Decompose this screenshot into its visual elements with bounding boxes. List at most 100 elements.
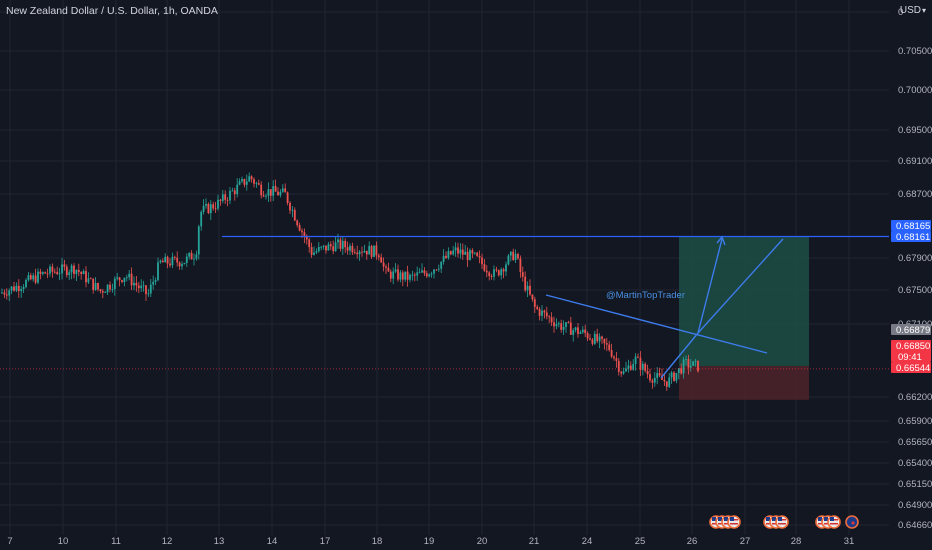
candle [51, 263, 54, 278]
projection-arrow-2[interactable] [697, 238, 784, 334]
candle-body [471, 250, 474, 254]
candle [70, 263, 73, 280]
candle-body [41, 272, 44, 274]
candle [416, 266, 419, 281]
candle-body [476, 252, 479, 257]
price-tick-label: 0.65400 [898, 458, 932, 469]
candle [243, 178, 246, 188]
candle-body [589, 338, 591, 340]
candle [447, 247, 450, 260]
candle [142, 280, 145, 292]
candle [344, 238, 347, 253]
ascending-trendline[interactable] [660, 332, 699, 379]
candle [5, 288, 8, 300]
candle [380, 253, 383, 263]
stop-zone[interactable] [679, 365, 809, 400]
candle [445, 251, 447, 260]
candle-body [284, 188, 287, 193]
candle [685, 355, 687, 366]
candle-body [325, 245, 327, 251]
candle-body [118, 277, 121, 281]
candle-body [85, 271, 87, 283]
candle-body [505, 264, 507, 272]
candle [159, 259, 162, 264]
candle [176, 251, 179, 267]
candle-body [101, 291, 104, 293]
long-position-zones[interactable] [679, 236, 809, 400]
candle [608, 340, 611, 352]
candle-body [502, 269, 505, 272]
descending-trendline[interactable] [545, 294, 768, 354]
candle-body [581, 329, 584, 333]
candle-body [212, 204, 215, 209]
candle-body [106, 284, 109, 293]
candle [562, 320, 565, 336]
candle [250, 175, 253, 183]
candle-body [469, 250, 471, 261]
candle [442, 249, 445, 265]
candle [485, 265, 488, 278]
candle-body [435, 269, 438, 271]
candle [89, 277, 92, 280]
candle-body [644, 363, 647, 371]
time-axis[interactable]: 7 10 11 12 13 14 17 18 19 20 21 24 25 26 27 28 31 [7, 536, 854, 547]
candle-body [605, 343, 608, 345]
candle-body [382, 262, 385, 267]
candle-body [418, 272, 421, 274]
us-flag-icon[interactable] [827, 515, 841, 529]
candle [106, 284, 109, 296]
us-flag-icon[interactable] [727, 515, 741, 529]
candle [157, 257, 159, 282]
candle [589, 333, 591, 341]
candle [572, 328, 575, 342]
candle [332, 240, 335, 255]
trendline-drawings[interactable]: @MartinTopTrader [0, 235, 889, 379]
candle-body [524, 276, 527, 291]
candle-body [329, 244, 332, 247]
candle [538, 306, 541, 321]
time-tick-label: 10 [58, 536, 69, 547]
candle-body [274, 186, 277, 192]
economic-events[interactable] [709, 515, 859, 529]
candle [111, 283, 114, 293]
candle-body [625, 368, 627, 372]
candle-body [694, 360, 697, 362]
candle-body [689, 365, 692, 368]
candle-body [651, 380, 654, 383]
candle-body [291, 209, 294, 211]
candle [15, 282, 18, 292]
projection-arrow-1[interactable] [697, 238, 723, 334]
candle-body [526, 285, 529, 291]
target-zone[interactable] [679, 236, 809, 366]
flag-canton [724, 517, 728, 521]
price-tick-label: 0.67900 [898, 253, 932, 264]
candle-body [670, 372, 673, 378]
candle [260, 181, 263, 199]
candle-body [250, 176, 253, 180]
candle-body [195, 254, 198, 259]
candle-body [224, 194, 227, 200]
candle-body [157, 262, 159, 281]
candle-body [109, 284, 111, 290]
us-flag-icon[interactable] [775, 515, 789, 529]
candle [212, 201, 215, 211]
currency-selector[interactable]: USD▾ [900, 5, 926, 16]
candle [193, 253, 195, 266]
candle [620, 370, 623, 377]
candle [397, 264, 399, 282]
candle-body [399, 272, 402, 280]
candle [481, 253, 483, 269]
candle [387, 262, 390, 272]
candle [339, 237, 342, 252]
candle-body [22, 287, 25, 290]
candle-body [653, 377, 656, 383]
candle-body [663, 379, 666, 382]
nz-flag-icon[interactable] [845, 515, 859, 529]
candle-body [20, 289, 23, 292]
candle [229, 187, 231, 205]
price-tick-label: 0.64900 [898, 500, 932, 511]
candle [44, 271, 47, 274]
flag-stripe [830, 523, 838, 525]
candle-body [269, 189, 272, 196]
